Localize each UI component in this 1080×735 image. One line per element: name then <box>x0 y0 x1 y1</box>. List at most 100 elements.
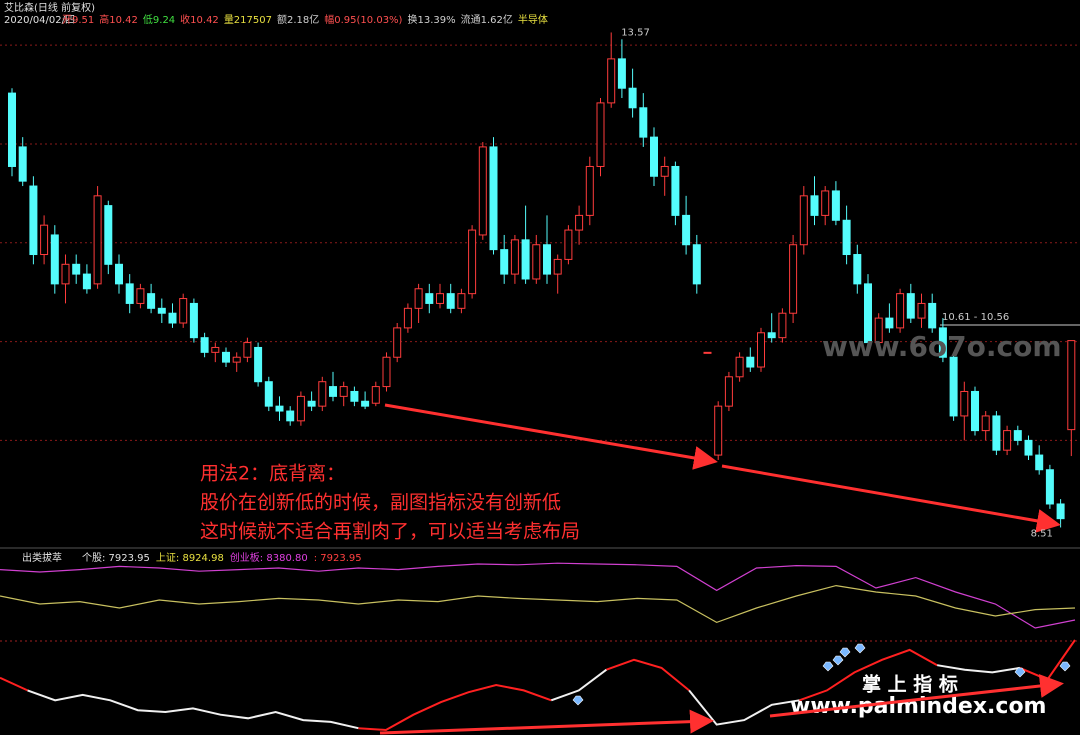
quote-field: 收10.42 <box>180 13 219 26</box>
quote-field: 高10.42 <box>99 13 138 26</box>
candle-body <box>831 190 840 221</box>
candle-body <box>917 302 926 319</box>
candle-body <box>1003 430 1012 451</box>
arrow <box>379 709 714 735</box>
arrow <box>384 403 718 470</box>
candle-body <box>607 58 616 104</box>
candle-body <box>575 214 584 231</box>
signal-icon <box>854 643 866 654</box>
candle-body <box>414 288 423 309</box>
signal-icon <box>822 661 834 672</box>
candle-body <box>757 332 765 368</box>
signal-icon <box>832 655 844 666</box>
candle-body <box>478 146 487 236</box>
signal-icon <box>572 695 584 706</box>
candle-body <box>853 254 862 285</box>
candle-body <box>885 317 894 329</box>
signal-icon <box>839 647 851 658</box>
candle-body <box>896 293 905 329</box>
candle-body <box>264 381 273 407</box>
candle-body <box>585 165 594 216</box>
candle-body <box>810 195 819 216</box>
candle-body <box>104 205 113 265</box>
indicator-line <box>0 639 1076 732</box>
candle-body <box>179 298 188 324</box>
price-label: 13.57 <box>621 27 650 38</box>
quote-field: 额2.18亿 <box>277 13 319 26</box>
candle-body <box>436 293 444 304</box>
candle-body <box>136 288 145 304</box>
quote-field: 半导体 <box>518 13 548 26</box>
candle-body <box>821 190 830 216</box>
candle-body <box>307 400 316 407</box>
legend-entry: 个股: 7923.95 <box>82 552 150 564</box>
candle-body <box>29 185 38 256</box>
candle-body <box>714 405 723 456</box>
candle-body <box>1067 340 1076 431</box>
candle-body <box>168 312 177 324</box>
quote-field: 流通1.62亿 <box>461 13 513 26</box>
candle-body <box>778 312 787 339</box>
candle-body <box>446 293 455 309</box>
candle-body <box>971 390 979 432</box>
candle-body <box>82 273 91 290</box>
signal-icon <box>1059 661 1071 672</box>
candle-body <box>50 234 59 285</box>
candle-body <box>521 239 530 280</box>
candle-body <box>125 283 134 304</box>
price-label: 10.61 - 10.56 <box>942 312 1009 323</box>
signal-icon <box>1014 667 1026 678</box>
candle-body <box>222 351 230 363</box>
candle-body <box>318 381 327 407</box>
candle-body <box>981 415 990 432</box>
candle-body <box>735 356 744 378</box>
candle-body <box>339 386 348 397</box>
watermark: www.6o7o.com <box>822 330 1062 363</box>
candle-body <box>874 317 883 344</box>
legend-entry: 上证: 8924.98 <box>156 552 224 564</box>
quote-field: 低9.24 <box>143 13 175 26</box>
candle-body <box>296 395 305 422</box>
candle-body <box>671 165 680 216</box>
quote-field: 幅0.95(10.03%) <box>324 13 402 26</box>
candle-body <box>500 249 509 275</box>
quote-field: 开9.51 <box>62 15 94 26</box>
candle-body <box>489 146 498 251</box>
candle-body <box>457 293 466 309</box>
indicator-line <box>0 584 1076 624</box>
candle-body <box>532 244 541 280</box>
note-line: 这时候就不适合再割肉了，可以适当考虑布局 <box>200 521 580 543</box>
candle-body <box>960 390 969 417</box>
candle-body <box>789 244 798 314</box>
candle-body <box>115 263 123 285</box>
candle-body <box>703 351 712 354</box>
candle-body <box>639 107 648 138</box>
candle-body <box>864 283 872 344</box>
candle-body <box>371 386 380 404</box>
candle-body <box>254 346 263 383</box>
watermark: www.palmindex.com <box>790 694 1046 719</box>
candle-body <box>543 244 551 275</box>
candle-body <box>425 293 434 304</box>
note-line: 股价在创新低的时候，副图指标没有创新低 <box>200 492 561 514</box>
candle-body <box>992 415 1001 451</box>
candle-body <box>361 400 370 407</box>
candle-body <box>211 346 220 353</box>
candle-body <box>40 224 49 256</box>
candle-body <box>724 376 733 407</box>
candle-body <box>928 302 937 329</box>
candle-body <box>350 390 359 402</box>
candle-body <box>93 195 102 285</box>
indicator-line <box>0 562 1076 629</box>
candle-body <box>596 102 605 167</box>
quote-field: 换13.39% <box>407 13 455 26</box>
arrow <box>721 464 1061 533</box>
candle-body <box>510 239 519 275</box>
candle-body <box>72 263 81 275</box>
candle-body <box>842 219 851 256</box>
candle-body <box>1024 439 1033 456</box>
candle-body <box>147 293 156 309</box>
candle-body <box>949 356 958 417</box>
